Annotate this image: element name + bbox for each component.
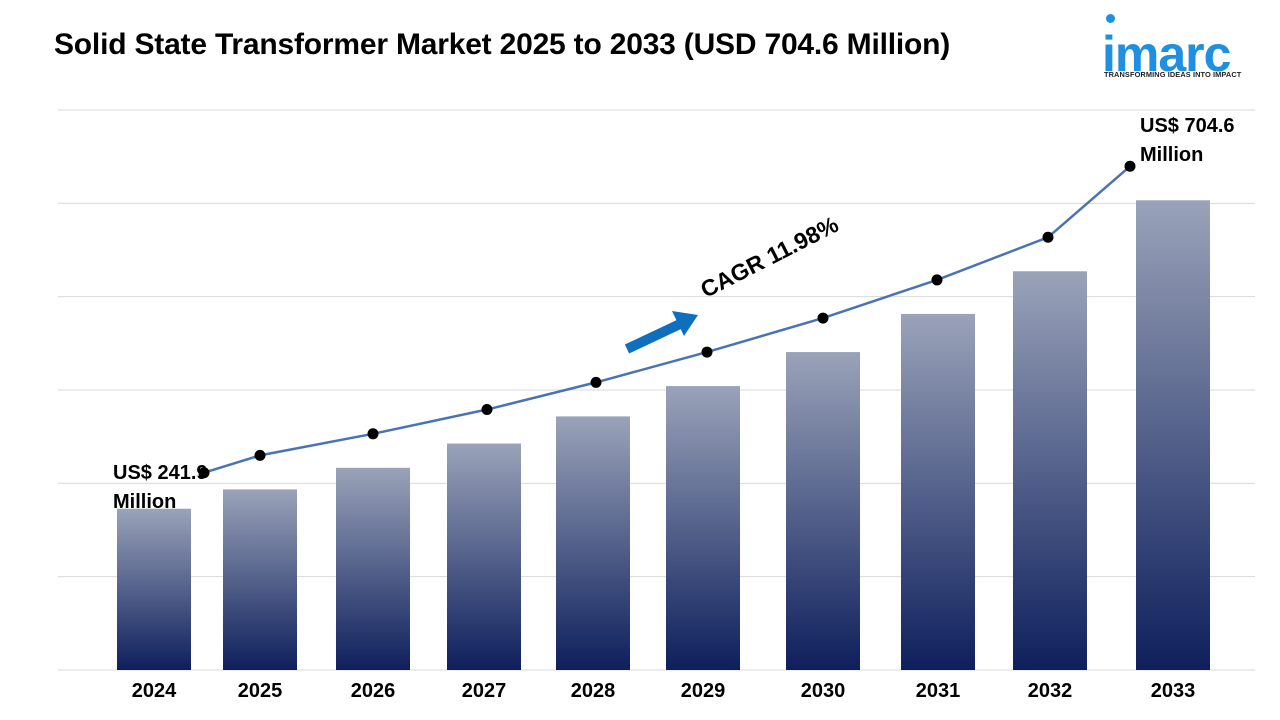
bar-2032	[1013, 271, 1087, 670]
x-tick-label: 2025	[238, 680, 283, 702]
x-tick-label: 2026	[351, 680, 396, 702]
arrow-right-icon	[672, 311, 698, 336]
bar-2029	[666, 386, 740, 670]
logo-dot-icon	[1106, 14, 1115, 23]
trend-marker-2030	[817, 312, 829, 324]
trend-marker-2029	[701, 346, 713, 358]
end-value-label: US$ 704.6	[1140, 115, 1235, 137]
x-tick-label: 2027	[462, 680, 507, 702]
x-tick-label: 2032	[1028, 680, 1073, 702]
bar-2033	[1136, 200, 1210, 670]
trend-line-group	[198, 160, 1136, 479]
trend-marker-2024	[198, 467, 210, 479]
trend-marker-2026	[367, 428, 379, 440]
trend-marker-2025	[254, 449, 266, 461]
trend-marker-2027	[481, 404, 493, 416]
chart-title: Solid State Transformer Market 2025 to 2…	[54, 28, 951, 61]
x-tick-label: 2033	[1151, 680, 1196, 702]
end-value-unit: Million	[1140, 144, 1203, 166]
cagr-arrow-shaft	[624, 319, 683, 354]
bar-2025	[223, 489, 297, 670]
imarc-logo: imarc TRANSFORMING IDEAS INTO IMPACT	[1100, 14, 1260, 84]
start-value-label: US$ 241.9	[113, 462, 208, 484]
trend-marker-2033	[1124, 160, 1136, 172]
logo-tagline: TRANSFORMING IDEAS INTO IMPACT	[1104, 70, 1242, 79]
x-tick-label: 2030	[801, 680, 846, 702]
cagr-label: CAGR 11.98%	[696, 211, 842, 303]
bar-2024	[117, 508, 191, 670]
bar-2031	[901, 313, 975, 670]
bar-2027	[447, 443, 521, 670]
trend-marker-2032	[1042, 231, 1054, 243]
bar-2026	[336, 467, 410, 670]
x-tick-label: 2024	[132, 680, 177, 702]
x-tick-label: 2029	[681, 680, 726, 702]
start-value-unit: Million	[113, 491, 176, 513]
logo-wordmark: imarc	[1102, 26, 1231, 82]
bar-2030	[786, 352, 860, 670]
trend-marker-2031	[931, 274, 943, 286]
trend-line	[203, 165, 1131, 474]
x-tick-label: 2031	[916, 680, 961, 702]
axis-labels: 2024 2025 2026 2027 2028 2029 2030 2031 2032 2033	[132, 680, 1196, 702]
trend-marker-2028	[590, 376, 602, 388]
bars	[117, 200, 1210, 670]
bar-2028	[556, 416, 630, 670]
x-tick-label: 2028	[571, 680, 616, 702]
